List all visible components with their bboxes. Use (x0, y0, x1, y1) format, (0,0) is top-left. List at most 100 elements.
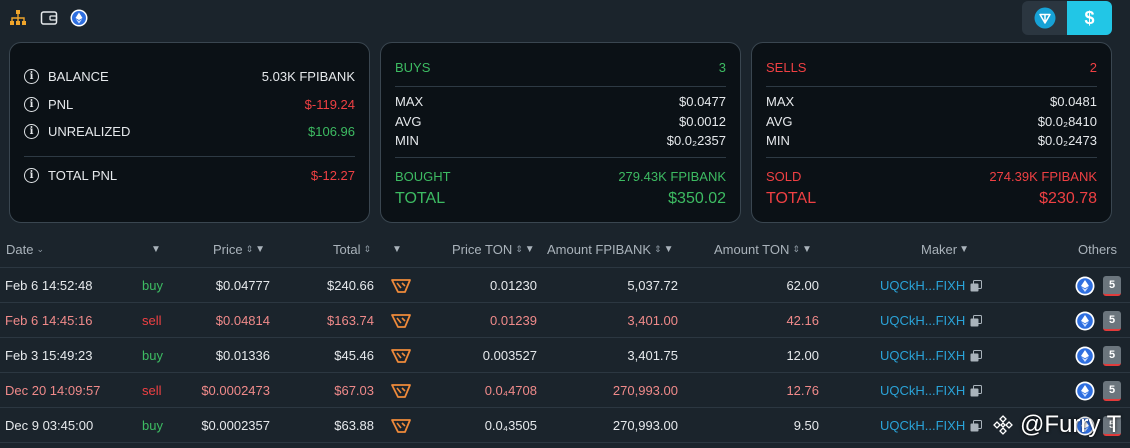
sort-icon[interactable]: ⇕ (245, 243, 254, 254)
trade-count-badge[interactable]: 5 (1103, 268, 1121, 303)
trade-count-badge[interactable]: 5 (1103, 408, 1121, 443)
ethereum-icon[interactable] (1075, 408, 1095, 443)
trade-count-badge[interactable]: 5 (1103, 303, 1121, 338)
dex-icon[interactable] (390, 408, 412, 443)
table-row[interactable]: Dec 9 03:45:00 buy $0.0002357 $63.88 0.0₄350… (0, 408, 1130, 443)
divider (24, 156, 355, 157)
sells-total-label: TOTAL (766, 190, 817, 207)
table-row[interactable]: Feb 3 15:49:23 buy $0.01336 $45.46 0.003527 3… (0, 338, 1130, 373)
ton-currency-option[interactable] (1022, 1, 1067, 35)
unrealized-value: $106.96 (308, 124, 355, 139)
column-maker[interactable]: Maker ▼ (921, 230, 969, 268)
badge-count: 5 (1103, 275, 1121, 296)
copy-icon[interactable] (970, 314, 983, 327)
pnl-label: PNL (48, 97, 74, 112)
buys-min-label: MIN (395, 133, 419, 148)
buys-card: BUYS 3 MAX $0.0477 AVG $0.0012 MIN $0.0₂… (380, 42, 741, 223)
sells-min-value: $0.0₂2473 (1037, 133, 1097, 148)
filter-icon[interactable]: ▼ (801, 243, 812, 255)
ethereum-icon[interactable] (1075, 338, 1095, 373)
filter-icon[interactable]: ▼ (151, 243, 161, 255)
trade-amount-token: 3,401.75 (627, 348, 678, 363)
watermark-text: @Furry T (1020, 411, 1122, 438)
copy-icon[interactable] (970, 419, 983, 432)
filter-icon[interactable]: ▼ (663, 243, 674, 255)
ethereum-icon[interactable] (1075, 373, 1095, 408)
buys-total-value: $350.02 (668, 190, 726, 207)
info-icon[interactable]: i (24, 97, 39, 112)
info-icon[interactable]: i (24, 69, 39, 84)
copy-icon[interactable] (970, 349, 983, 362)
column-date-label: Date (6, 241, 34, 257)
wallet-icon[interactable] (40, 9, 58, 27)
pnl-value: $-119.24 (304, 97, 355, 112)
trade-price: $0.01336 (215, 348, 270, 363)
column-price-label: Price (213, 241, 243, 257)
divider (766, 157, 1097, 158)
column-amount-ton[interactable]: Amount TON ⇕ ▼ (714, 230, 812, 268)
maker-link[interactable]: UQCkH...FIXH (880, 338, 983, 373)
column-amount-token[interactable]: Amount FPIBANK ⇕ ▼ (547, 230, 674, 268)
trade-count-badge[interactable]: 5 (1103, 373, 1121, 408)
currency-toggle[interactable]: $ (1022, 1, 1112, 35)
filter-icon[interactable]: ▼ (959, 243, 970, 255)
trade-amount-token: 5,037.72 (627, 278, 678, 293)
badge-count: 5 (1103, 380, 1121, 401)
trade-type: sell (142, 313, 162, 328)
dex-icon[interactable] (390, 373, 412, 408)
trade-price-ton: 0.003527 (482, 348, 537, 363)
column-total-label: Total (333, 241, 361, 257)
chevron-down-icon: ⌄ (36, 243, 45, 254)
total-pnl-label: TOTAL PNL (48, 168, 118, 183)
maker-link[interactable]: UQCkH...FIXH (880, 408, 983, 443)
dex-icon[interactable] (390, 268, 412, 303)
maker-link[interactable]: UQCkH...FIXH (880, 303, 983, 338)
ethereum-icon[interactable] (1075, 303, 1095, 338)
copy-icon[interactable] (970, 384, 983, 397)
trade-price: $0.04814 (215, 313, 270, 328)
filter-icon[interactable]: ▼ (255, 243, 266, 255)
sells-avg-value: $0.0₂8410 (1037, 114, 1097, 129)
table-row[interactable]: Feb 6 14:52:48 buy $0.04777 $240.66 0.01230 5… (0, 268, 1130, 303)
sort-icon[interactable]: ⇕ (515, 243, 523, 254)
usd-currency-option[interactable]: $ (1067, 1, 1112, 35)
trade-date: Dec 20 14:09:57 (5, 383, 101, 398)
maker-link[interactable]: UQCkH...FIXH (880, 268, 983, 303)
column-date[interactable]: Date ⌄ (6, 230, 44, 268)
sells-total-value: $230.78 (1039, 190, 1097, 207)
maker-link[interactable]: UQCkH...FIXH (880, 373, 983, 408)
sort-icon[interactable]: ⇕ (363, 243, 372, 254)
trade-date: Feb 6 14:52:48 (5, 278, 93, 293)
sort-icon[interactable]: ⇕ (654, 243, 662, 254)
ethereum-logo-icon[interactable] (70, 9, 88, 27)
sold-label: SOLD (766, 169, 802, 184)
ethereum-icon[interactable] (1075, 268, 1095, 303)
sitemap-icon[interactable] (9, 9, 27, 27)
column-price-ton[interactable]: Price TON ⇕ ▼ (452, 230, 535, 268)
info-icon[interactable]: i (24, 124, 39, 139)
sort-icon[interactable]: ⇕ (792, 243, 800, 254)
trade-amount-token: 270,993.00 (612, 418, 678, 433)
column-price[interactable]: Price ⇕ ▼ (213, 230, 265, 268)
table-row[interactable]: Feb 6 14:45:16 sell $0.04814 $163.74 0.01239… (0, 303, 1130, 338)
balance-value: 5.03K FPIBANK (261, 69, 355, 84)
trade-date: Feb 6 14:45:16 (5, 313, 93, 328)
balance-label: BALANCE (48, 69, 109, 84)
dex-icon[interactable] (390, 338, 412, 373)
dex-icon[interactable] (390, 303, 412, 338)
trade-date: Feb 3 15:49:23 (5, 348, 93, 363)
dollar-icon: $ (1084, 7, 1095, 28)
table-row[interactable]: Dec 20 14:09:57 sell $0.0002473 $67.03 0.0₄4… (0, 373, 1130, 408)
sells-card: SELLS 2 MAX $0.0481 AVG $0.0₂8410 MIN $0… (751, 42, 1112, 223)
column-total[interactable]: Total ⇕ (333, 230, 371, 268)
trade-total: $163.74 (327, 313, 374, 328)
type-filter[interactable]: ▼ (149, 230, 161, 268)
source-filter[interactable]: ▼ (390, 230, 402, 268)
copy-icon[interactable] (970, 279, 983, 292)
info-icon[interactable]: i (24, 168, 39, 183)
filter-icon[interactable]: ▼ (524, 243, 535, 255)
filter-icon[interactable]: ▼ (392, 243, 402, 255)
watermark: @Furry T (992, 410, 1121, 440)
trade-count-badge[interactable]: 5 (1103, 338, 1121, 373)
trade-price-ton: 0.0₄4708 (484, 383, 537, 398)
